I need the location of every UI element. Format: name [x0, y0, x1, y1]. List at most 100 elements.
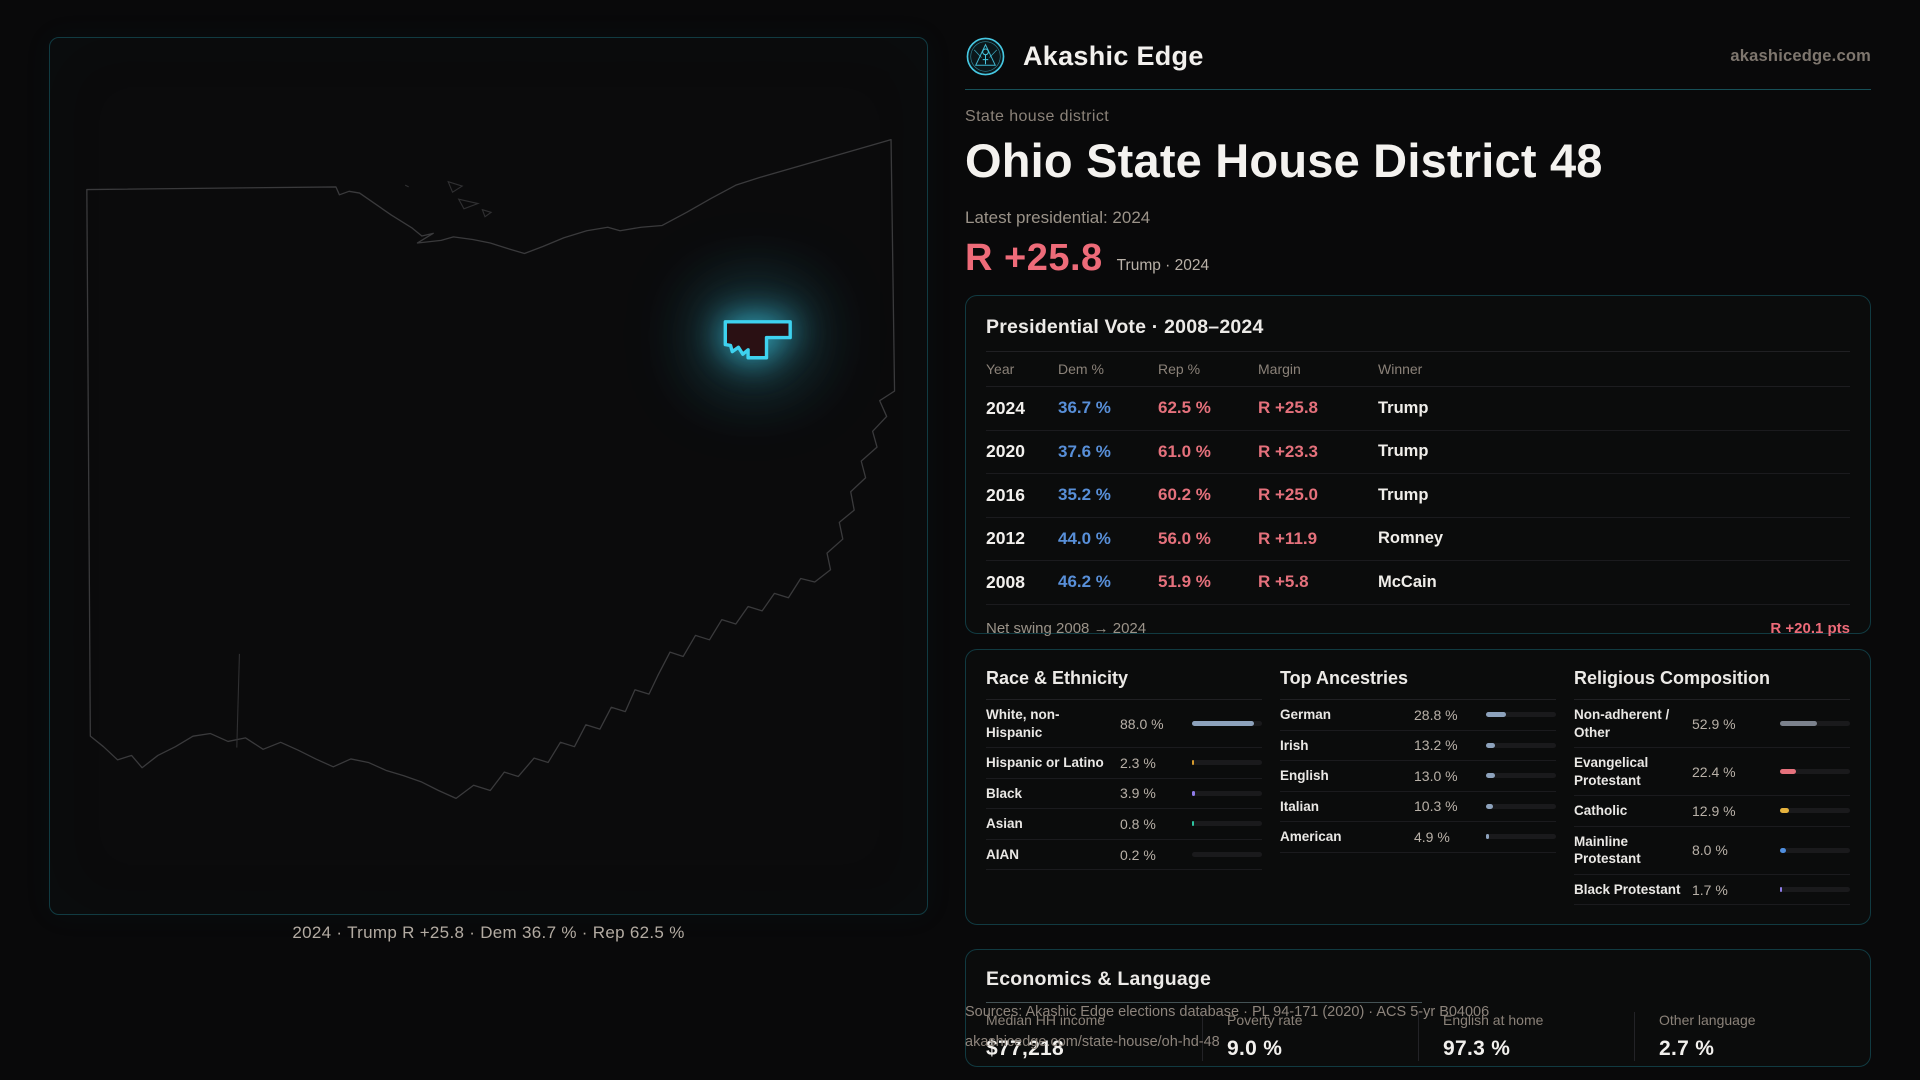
top-ancestries-panel: Top Ancestries German 28.8 % Irish 13.2 …	[1280, 664, 1556, 905]
demo-value: 28.8 %	[1414, 706, 1458, 723]
winner-cell: Trump	[1378, 398, 1429, 417]
net-swing-row: Net swing 2008 → 2024 R +20.1 pts	[986, 605, 1850, 637]
list-item: Asian 0.8 %	[986, 809, 1262, 840]
ohio-state-outline	[87, 140, 895, 799]
net-swing-label: Net swing 2008 → 2024	[986, 619, 1147, 637]
demo-label: Italian	[1280, 798, 1320, 814]
race-ethnicity-title: Race & Ethnicity	[986, 664, 1262, 700]
stat-value: 97.3 %	[1443, 1037, 1511, 1060]
brand-name: Akashic Edge	[1023, 40, 1204, 71]
stat-median-hh-income: Median HH income $77,218	[986, 1012, 1202, 1061]
mini-bar	[1780, 847, 1850, 853]
economics-title-divider	[986, 1002, 1423, 1003]
demo-value: 13.0 %	[1414, 767, 1458, 784]
stat-label: Other language	[1659, 1012, 1756, 1028]
mini-bar	[1780, 769, 1850, 775]
akashic-edge-logo-icon	[966, 37, 1005, 75]
list-item: Black 3.9 %	[986, 779, 1262, 810]
demo-label: Non-adherent / Other	[1574, 707, 1670, 740]
lake-erie-islands	[405, 182, 491, 217]
stat-value: 9.0 %	[1227, 1037, 1283, 1060]
presidential-vote-card: Presidential Vote · 2008–2024 Year Dem %…	[965, 295, 1871, 637]
demo-label: English	[1280, 768, 1329, 784]
mini-bar	[1192, 852, 1262, 857]
stat-value: 2.7 %	[1659, 1037, 1715, 1060]
demo-value: 22.4 %	[1692, 763, 1736, 780]
demo-label: Mainline Protestant	[1574, 833, 1641, 867]
year-cell: 2012	[986, 528, 1025, 549]
dem-cell: 35.2 %	[1058, 485, 1111, 505]
demo-value: 4.9 %	[1414, 828, 1450, 845]
demo-value: 3.9 %	[1120, 785, 1156, 802]
site-header: Akashic Edge akashicedge.com	[965, 34, 1871, 78]
mini-bar	[1780, 887, 1850, 893]
list-item: Irish 13.2 %	[1280, 731, 1556, 762]
demo-label: White, non-Hispanic	[986, 707, 1060, 740]
economics-language-title: Economics & Language	[986, 968, 1212, 990]
year-cell: 2024	[986, 397, 1025, 418]
mini-bar	[1192, 721, 1262, 727]
rep-cell: 56.0 %	[1158, 528, 1211, 548]
religious-composition-title: Religious Composition	[1574, 664, 1850, 700]
demo-label: American	[1280, 829, 1342, 845]
demo-value: 12.9 %	[1692, 802, 1736, 819]
mini-bar	[1486, 834, 1556, 840]
stat-label: Median HH income	[986, 1012, 1106, 1028]
demo-label: Irish	[1280, 737, 1309, 753]
rep-cell: 62.5 %	[1158, 398, 1211, 418]
rep-cell: 51.9 %	[1158, 572, 1211, 592]
table-row: 2020 37.6 % 61.0 % R +23.3 Trump	[986, 431, 1850, 474]
margin-cell: R +25.8	[1258, 398, 1319, 418]
dem-cell: 36.7 %	[1058, 398, 1111, 418]
list-item: Non-adherent / Other 52.9 %	[1574, 700, 1850, 749]
col-winner: Winner	[1378, 361, 1423, 377]
table-row: 2012 44.0 % 56.0 % R +11.9 Romney	[986, 518, 1850, 561]
mini-bar	[1192, 790, 1262, 796]
list-item: Mainline Protestant 8.0 %	[1574, 827, 1850, 875]
list-item: AIAN 0.2 %	[986, 840, 1262, 871]
list-item: Italian 10.3 %	[1280, 792, 1556, 823]
demo-value: 1.7 %	[1692, 881, 1728, 898]
district-map-panel	[49, 37, 928, 915]
demo-value: 2.3 %	[1120, 754, 1156, 771]
list-item: German 28.8 %	[1280, 700, 1556, 731]
col-rep: Rep %	[1158, 361, 1201, 377]
demo-label: AIAN	[986, 846, 1019, 862]
header-divider	[965, 89, 1871, 90]
demo-value: 52.9 %	[1692, 715, 1736, 732]
stat-label: English at home	[1443, 1012, 1544, 1028]
demo-label: Black Protestant	[1574, 881, 1681, 897]
headline-margin-value: R +25.8	[965, 237, 1103, 279]
brand-url-link[interactable]: akashicedge.com	[1730, 46, 1871, 65]
list-item: Evangelical Protestant 22.4 %	[1574, 748, 1850, 797]
stat-other-language: Other language 2.7 %	[1634, 1012, 1850, 1061]
demo-value: 10.3 %	[1414, 798, 1458, 815]
list-item: White, non-Hispanic 88.0 %	[986, 700, 1262, 749]
economics-language-card: Economics & Language Median HH income $7…	[965, 949, 1871, 1067]
demo-value: 8.0 %	[1692, 842, 1728, 859]
page-title: Ohio State House District 48	[965, 134, 1603, 187]
mini-bar	[1486, 803, 1556, 809]
mini-bar	[1780, 808, 1850, 814]
stat-label: Poverty rate	[1227, 1012, 1303, 1028]
demo-label: Catholic	[1574, 803, 1628, 819]
list-item: English 13.0 %	[1280, 761, 1556, 792]
margin-cell: R +11.9	[1258, 528, 1318, 548]
demo-value: 88.0 %	[1120, 715, 1164, 732]
year-cell: 2016	[986, 484, 1025, 505]
demo-label: Evangelical Protestant	[1574, 755, 1649, 788]
list-item: Black Protestant 1.7 %	[1574, 875, 1850, 906]
mini-bar	[1192, 760, 1262, 766]
headline-margin: R +25.8 Trump · 2024	[965, 237, 1209, 280]
mini-bar	[1780, 721, 1850, 727]
year-cell: 2020	[986, 441, 1025, 462]
map-caption: 2024 · Trump R +25.8 · Dem 36.7 % · Rep …	[292, 923, 685, 942]
religious-composition-panel: Religious Composition Non-adherent / Oth…	[1574, 664, 1850, 906]
demo-value: 13.2 %	[1414, 737, 1458, 754]
economics-stats: Median HH income $77,218 Poverty rate 9.…	[986, 1012, 1850, 1061]
district-type-label: State house district	[965, 108, 1110, 125]
demo-value: 0.2 %	[1120, 846, 1156, 863]
col-margin: Margin	[1258, 361, 1301, 377]
demo-value: 0.8 %	[1120, 815, 1156, 832]
winner-cell: Romney	[1378, 529, 1444, 548]
